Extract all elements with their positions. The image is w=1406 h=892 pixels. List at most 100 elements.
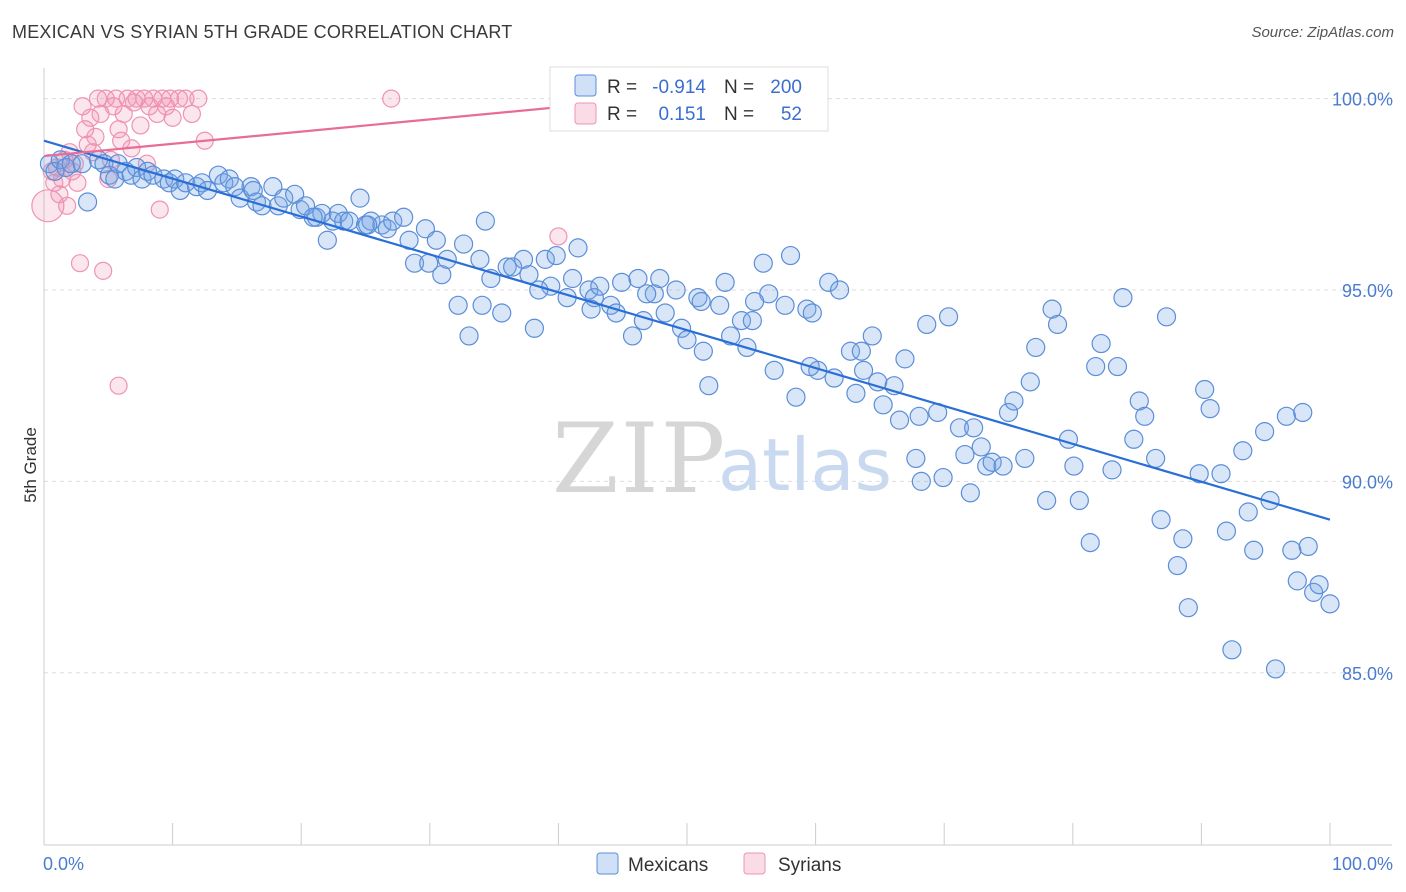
mexicans-point xyxy=(472,295,492,315)
watermark: ZIP atlas xyxy=(552,403,892,515)
mexicans-point xyxy=(824,368,844,388)
mexicans-r-value: -0.914 xyxy=(652,77,706,98)
syrians-r-label: R = xyxy=(607,104,637,125)
syrians-point xyxy=(182,104,201,124)
mexicans-point xyxy=(840,341,861,361)
mexicans-point xyxy=(1047,314,1068,335)
chart-title: MEXICAN VS SYRIAN 5TH GRADE CORRELATION … xyxy=(12,22,513,42)
mexicans-point xyxy=(1064,456,1084,476)
syrians-point xyxy=(94,261,113,280)
mexicans-point xyxy=(513,249,534,269)
mexicans-point xyxy=(1091,333,1111,354)
mexicans-point xyxy=(1287,571,1307,591)
syrians-legend-label: Syrians xyxy=(778,855,841,876)
watermark-zip: ZIP xyxy=(552,403,727,515)
mexicans-n-label: N = xyxy=(724,77,754,98)
gridlines xyxy=(44,98,1392,674)
mexicans-point xyxy=(637,284,657,304)
mexicans-point xyxy=(1320,594,1340,614)
mexicans-point xyxy=(780,245,801,266)
mexicans-point xyxy=(535,249,555,269)
mexicans-point xyxy=(742,311,762,331)
syrians-point xyxy=(176,89,195,108)
mexicans-point xyxy=(982,452,1002,472)
mexicans-point xyxy=(45,161,65,181)
mexicans-point xyxy=(964,418,984,438)
mexicans-point xyxy=(243,180,263,201)
mexicans-point xyxy=(317,230,337,250)
mexicans-point xyxy=(655,303,675,323)
mexicans-point xyxy=(426,230,446,250)
mexicans-point xyxy=(225,177,245,197)
y-axis-label: 5th Grade xyxy=(21,427,40,503)
mexicans-point xyxy=(432,265,452,285)
syrians-point xyxy=(70,254,90,273)
mexicans-point xyxy=(470,249,490,269)
mexicans-point xyxy=(797,299,817,319)
mexicans-point xyxy=(350,188,370,208)
mexicans-point xyxy=(1260,490,1280,511)
mexicans-point xyxy=(497,257,517,277)
mexicans-point xyxy=(644,284,664,304)
y-tick-label-2: 95.0% xyxy=(1342,281,1393,301)
syrians-legend-swatch xyxy=(574,102,597,125)
mexicans-point xyxy=(938,307,959,327)
syrians-point xyxy=(68,173,87,192)
mexicans-point xyxy=(404,253,425,273)
syrians-point xyxy=(58,196,77,215)
syrians-point xyxy=(52,169,72,189)
mexicans-point xyxy=(977,456,997,476)
mexicans-point xyxy=(1151,510,1171,530)
mexicans-point xyxy=(1238,502,1258,522)
syrians-point xyxy=(81,108,100,127)
mexicans-point xyxy=(1113,288,1133,308)
mexicans-point xyxy=(453,234,474,254)
mexicans-point xyxy=(917,314,937,335)
mexicans-point xyxy=(628,268,648,289)
mexicans-legend-key xyxy=(596,852,619,875)
mexicans-point xyxy=(1178,598,1198,618)
mexicans-point xyxy=(1135,406,1155,426)
syrians-r-value: 0.151 xyxy=(658,104,706,125)
mexicans-n-value: 200 xyxy=(770,77,802,98)
mexicans-point xyxy=(906,448,926,469)
mexicans-point xyxy=(895,349,915,369)
mexicans-point xyxy=(909,406,929,426)
mexicans-point xyxy=(214,173,234,193)
trend-lines xyxy=(43,97,1331,521)
mexicans-point xyxy=(72,154,92,174)
mexicans-point xyxy=(862,326,882,346)
mexicans-point xyxy=(105,169,125,189)
syrians-point xyxy=(109,376,128,395)
mexicans-point xyxy=(802,303,822,323)
syrians-n-value: 52 xyxy=(781,104,802,125)
mexicans-point xyxy=(693,341,713,361)
syrians-point xyxy=(169,89,189,108)
mexicans-point xyxy=(1265,659,1286,679)
syrians-point xyxy=(163,108,182,127)
mexicans-r-label: R = xyxy=(607,77,637,98)
mexicans-point xyxy=(372,215,392,235)
mexicans-point xyxy=(1156,307,1177,327)
mexicans-point xyxy=(77,192,98,212)
mexicans-point xyxy=(1309,575,1329,595)
stats-legend: R = -0.914 N = 200 R = 0.151 N = 52 xyxy=(549,66,829,132)
mexicans-point xyxy=(699,376,719,396)
syrians-point xyxy=(88,89,108,108)
mexicans-point xyxy=(1086,356,1106,377)
syrians-point xyxy=(114,104,133,124)
mexicans-point xyxy=(998,402,1019,423)
mexicans-point xyxy=(1200,399,1220,419)
mexicans-point xyxy=(1298,536,1318,557)
mexicans-point xyxy=(853,360,874,380)
mexicans-point xyxy=(383,211,403,231)
mexicans-point xyxy=(1015,448,1035,469)
mexicans-point xyxy=(612,272,632,292)
x-tick-label-0: 0.0% xyxy=(43,854,84,874)
mexicans-point xyxy=(731,311,752,331)
mexicans-point xyxy=(1293,402,1313,423)
mexicans-point xyxy=(1102,460,1122,480)
mexicans-point xyxy=(339,211,359,231)
source-label: Source: ZipAtlas.com xyxy=(1251,24,1394,41)
mexicans-point xyxy=(889,410,910,430)
